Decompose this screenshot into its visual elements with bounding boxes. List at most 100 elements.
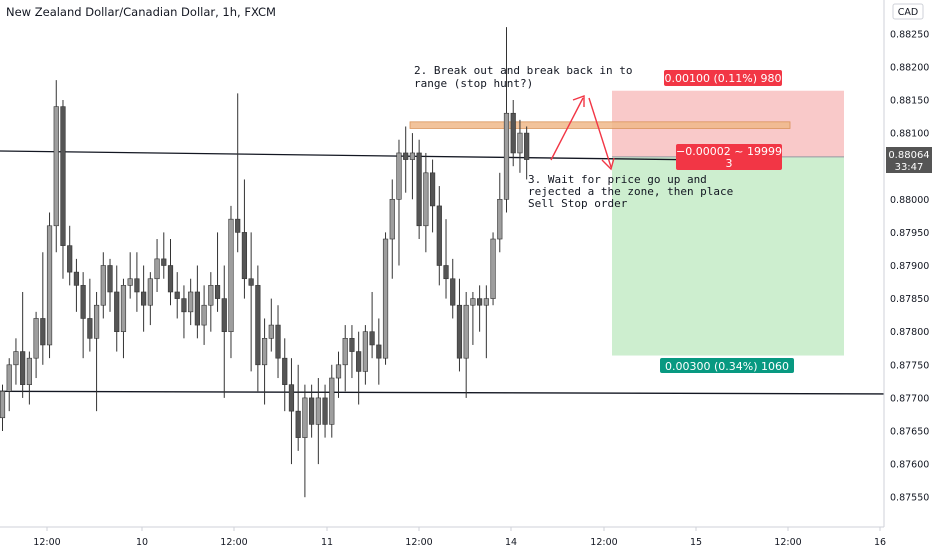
price-tick-label: 0.88200 <box>890 62 929 73</box>
price-tick-label: 0.87800 <box>890 327 929 338</box>
candle-body <box>46 225 53 346</box>
annotation-2-line2: range (stop hunt?) <box>414 77 533 90</box>
price-tick-label: 0.87900 <box>890 261 929 272</box>
candle-body <box>73 271 80 286</box>
candle <box>154 239 160 292</box>
candle <box>221 265 227 398</box>
candle-body <box>288 384 295 412</box>
price-tick-label: 0.87600 <box>890 460 929 471</box>
arrow-down-line <box>588 97 612 168</box>
candle <box>443 219 449 299</box>
candle <box>201 285 207 345</box>
time-axis[interactable]: 12:00 10 12:00 11 12:00 14 12:00 15 12:00 16 <box>33 527 886 548</box>
candle <box>403 126 409 193</box>
candle-body <box>201 304 207 326</box>
candle <box>255 265 261 392</box>
price-tick-label: 0.87650 <box>890 427 929 438</box>
candle-body <box>248 278 254 286</box>
candle <box>87 278 93 352</box>
candle <box>382 232 389 365</box>
candle <box>356 331 362 405</box>
candles-group <box>0 27 530 498</box>
candle <box>309 384 315 438</box>
candle <box>67 225 73 286</box>
symbol-title[interactable]: New Zealand Dollar/Canadian Dollar, 1h, … <box>6 5 276 19</box>
candle-body <box>60 106 66 246</box>
candle <box>429 159 436 233</box>
candle-body <box>33 318 39 359</box>
pnl-label-bg <box>676 144 782 170</box>
candle-body <box>295 410 301 438</box>
currency-badge[interactable]: CAD <box>898 7 918 18</box>
time-tick-label: 12:00 <box>405 537 432 548</box>
candle <box>510 99 516 167</box>
candle <box>362 325 368 385</box>
candle-body <box>356 351 362 372</box>
candle <box>73 258 80 312</box>
time-tick-label: 11 <box>321 537 333 548</box>
candle <box>167 239 174 306</box>
candle-body <box>255 285 261 366</box>
candle-body <box>20 351 26 385</box>
candle <box>282 338 288 412</box>
candle-body <box>349 338 355 352</box>
currency-badge-box <box>892 3 924 20</box>
range-bottom-line[interactable] <box>0 390 885 395</box>
price-axis[interactable]: 0.882500.882000.881500.881000.880500.880… <box>890 29 929 503</box>
candle <box>302 384 308 498</box>
range-top-line[interactable] <box>0 150 677 161</box>
candle-body <box>409 152 416 160</box>
candle-body <box>228 218 234 333</box>
candle <box>436 186 442 286</box>
candle <box>275 305 281 379</box>
arrow-annotation[interactable] <box>550 95 615 171</box>
candle-body <box>315 397 321 425</box>
candle-body <box>429 172 436 207</box>
resistance-zone[interactable] <box>409 121 791 129</box>
candle <box>0 384 6 432</box>
candle <box>188 278 194 326</box>
stop-label: 0.00100 (0.11%) 980 <box>664 72 781 85</box>
candle-body <box>93 304 100 339</box>
candle-body <box>268 324 274 339</box>
price-tick-label: 0.88150 <box>890 95 929 106</box>
candle-body <box>369 331 375 346</box>
time-tick-label: 10 <box>136 537 148 548</box>
candle <box>416 139 422 240</box>
candle-body <box>335 364 342 379</box>
candle-body <box>26 357 32 385</box>
candle <box>6 358 12 412</box>
candle <box>288 358 295 465</box>
candle <box>181 285 187 339</box>
candle-body <box>107 265 113 293</box>
candle <box>33 311 39 379</box>
candle-body <box>463 304 469 359</box>
price-tick-label: 0.87850 <box>890 294 929 305</box>
candle <box>100 252 106 319</box>
candle-body <box>456 304 463 359</box>
candle <box>463 291 469 398</box>
candle-body <box>154 258 160 280</box>
take-profit-zone[interactable] <box>612 156 844 356</box>
candle <box>349 325 355 379</box>
candle-body <box>241 232 248 280</box>
candle-body <box>100 265 106 306</box>
price-tick-label: 0.88000 <box>890 195 929 206</box>
time-tick-label: 14 <box>505 537 517 548</box>
candle <box>490 232 496 306</box>
candle <box>141 265 147 332</box>
price-tick-label: 0.87950 <box>890 228 929 239</box>
candle-body <box>174 291 180 299</box>
time-tick-label: 12:00 <box>590 537 617 548</box>
candle <box>208 272 214 332</box>
candle <box>329 364 335 438</box>
candle <box>477 285 483 332</box>
candle <box>423 152 429 253</box>
candle <box>20 291 26 398</box>
arrow-down-head <box>601 157 615 171</box>
candle <box>315 378 321 465</box>
current-price-value: 0.88064 <box>888 150 929 161</box>
candle-body <box>181 298 187 313</box>
candle <box>342 325 348 392</box>
